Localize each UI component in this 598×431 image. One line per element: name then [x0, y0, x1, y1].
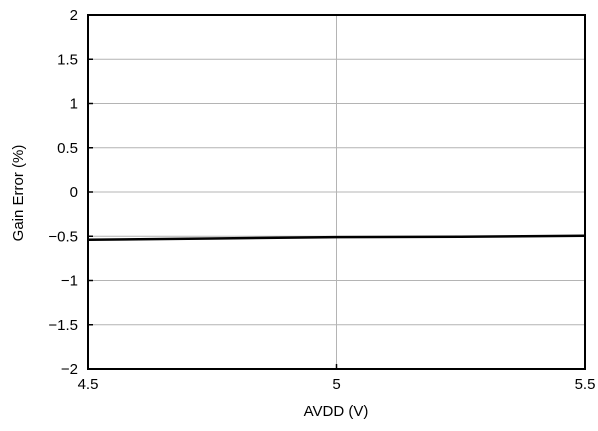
y-tick-labels: 2 1.5 1 0.5 0 −0.5 −1 −1.5 −2: [48, 7, 93, 378]
x-tick-label: 4.5: [78, 376, 99, 393]
x-tick-label: 5: [332, 376, 340, 393]
y-axis-label: Gain Error (%): [10, 145, 27, 242]
y-tick-label: −0.5: [48, 228, 78, 245]
y-tick-label: 1: [70, 96, 78, 113]
y-tick-label: 2: [70, 7, 78, 24]
y-tick-label: 1.5: [57, 51, 78, 68]
y-tick-label: 0.5: [57, 140, 78, 157]
x-axis-label: AVDD (V): [304, 403, 369, 420]
y-tick-label: 0: [70, 184, 78, 201]
y-tick-label: −2: [61, 361, 78, 378]
y-tick-label: −1.5: [48, 317, 78, 334]
x-tick-label: 5.5: [575, 376, 596, 393]
grid-lines: [88, 15, 585, 369]
y-tick-label: −1: [61, 273, 78, 290]
